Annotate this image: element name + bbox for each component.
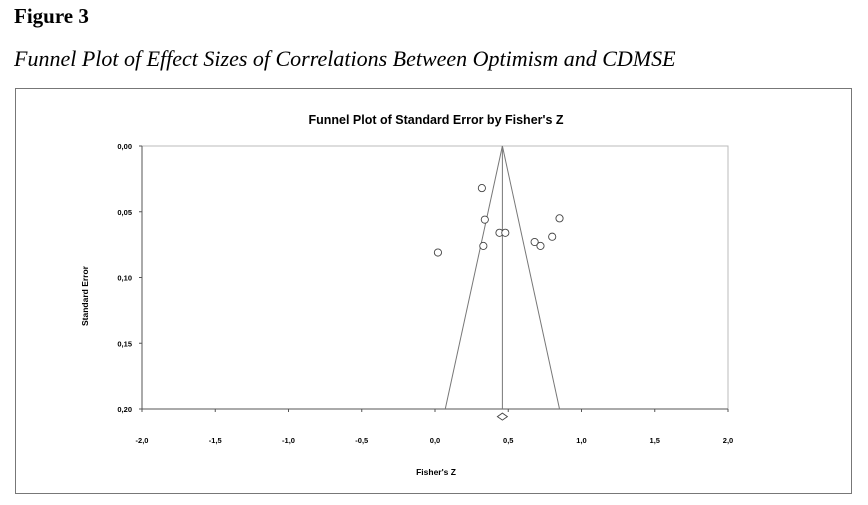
x-tick-label: -1,5 xyxy=(209,436,222,445)
chart-frame: Funnel Plot of Standard Error by Fisher'… xyxy=(15,88,852,494)
y-tick-label: 0,20 xyxy=(117,405,132,414)
study-point xyxy=(501,228,510,237)
study-point xyxy=(477,184,486,193)
x-tick-label: -0,5 xyxy=(355,436,368,445)
y-tick-label: 0,00 xyxy=(117,142,132,151)
study-point xyxy=(555,214,564,223)
study-point xyxy=(479,241,488,250)
x-tick-label: 1,0 xyxy=(576,436,586,445)
funnel-right-line xyxy=(501,145,561,410)
study-point xyxy=(530,237,539,247)
figure-title: Funnel Plot of Effect Sizes of Correlati… xyxy=(14,46,676,71)
y-tick-label: 0,05 xyxy=(117,208,132,217)
y-tick-label: 0,15 xyxy=(117,339,132,348)
figure-label: Figure 3 xyxy=(14,4,89,28)
plot-area: -2,0 -1,5 -1,0 -0,5 0,0 0,5 1,0 1,5 2,0 0,00 0,05 0… xyxy=(117,142,733,445)
x-tick-label: 1,5 xyxy=(650,436,660,445)
study-point xyxy=(480,215,489,224)
x-tick-label: 0,0 xyxy=(430,436,440,445)
study-point xyxy=(433,248,442,257)
x-tick-label: 0,5 xyxy=(503,436,513,445)
chart-title: Funnel Plot of Standard Error by Fisher'… xyxy=(308,113,563,127)
y-axis-label: Standard Error xyxy=(80,265,90,326)
x-tick-label: 2,0 xyxy=(723,436,733,445)
x-axis-label: Fisher's Z xyxy=(416,467,456,477)
x-tick-label: -2,0 xyxy=(136,436,149,445)
y-tick-label: 0,10 xyxy=(117,274,132,283)
study-point xyxy=(548,232,557,241)
x-tick-label: -1,0 xyxy=(282,436,295,445)
funnel-left-line xyxy=(444,145,503,410)
summary-diamond xyxy=(496,412,509,421)
plot-border xyxy=(141,145,729,410)
study-point xyxy=(536,241,545,250)
funnel-plot: Funnel Plot of Standard Error by Fisher'… xyxy=(80,113,733,477)
